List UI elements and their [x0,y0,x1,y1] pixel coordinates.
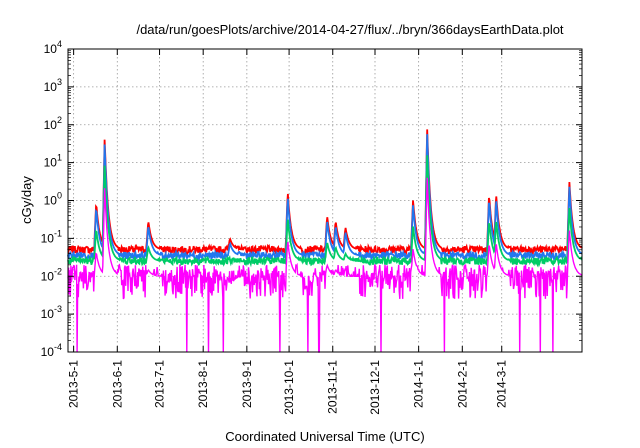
x-tick-label: 2013-8-1 [196,360,210,408]
y-tick-label: 102 [44,115,62,132]
y-tick-label: 10-4 [41,342,62,359]
y-axis-label: cGy/day [19,176,34,224]
chart-title: /data/run/goesPlots/archive/2014-04-27/f… [136,22,563,37]
y-tick-label: 101 [44,153,62,170]
x-tick-label: 2013-6-1 [110,360,124,408]
y-tick-label: 103 [44,77,62,94]
grid-lines [68,48,582,353]
x-axis-label: Coordinated Universal Time (UTC) [225,429,424,444]
y-tick-label: 10-3 [41,304,62,321]
x-tick-label: 2014-3-1 [495,360,509,408]
x-axis: 2013-5-1 2013-6-1 2013-7-1 2013-8-1 2013-9-1… [67,49,509,415]
series-line-green [67,155,583,268]
y-tick-label: 104 [44,39,62,56]
x-tick-label: 2014-2-1 [455,360,469,408]
y-axis: 10-4 10-3 10-2 10-1 100 101 102 103 104 [41,39,582,359]
x-tick-label: 2013-10-1 [282,360,296,415]
x-tick-label: 2013-9-1 [240,360,254,408]
y-tick-label: 10-1 [41,228,62,245]
x-tick-label: 2013-7-1 [153,360,167,408]
x-tick-label: 2013-5-1 [67,360,81,408]
x-tick-label: 2013-12-1 [368,360,382,415]
x-tick-label: 2014-1-1 [412,360,426,408]
y-tick-label: 100 [44,191,62,208]
x-tick-label: 2013-11-1 [326,360,340,414]
series-line-magenta [67,177,583,353]
series-line-red [67,129,583,257]
y-tick-label: 10-2 [41,266,62,283]
series-layer [67,129,583,353]
